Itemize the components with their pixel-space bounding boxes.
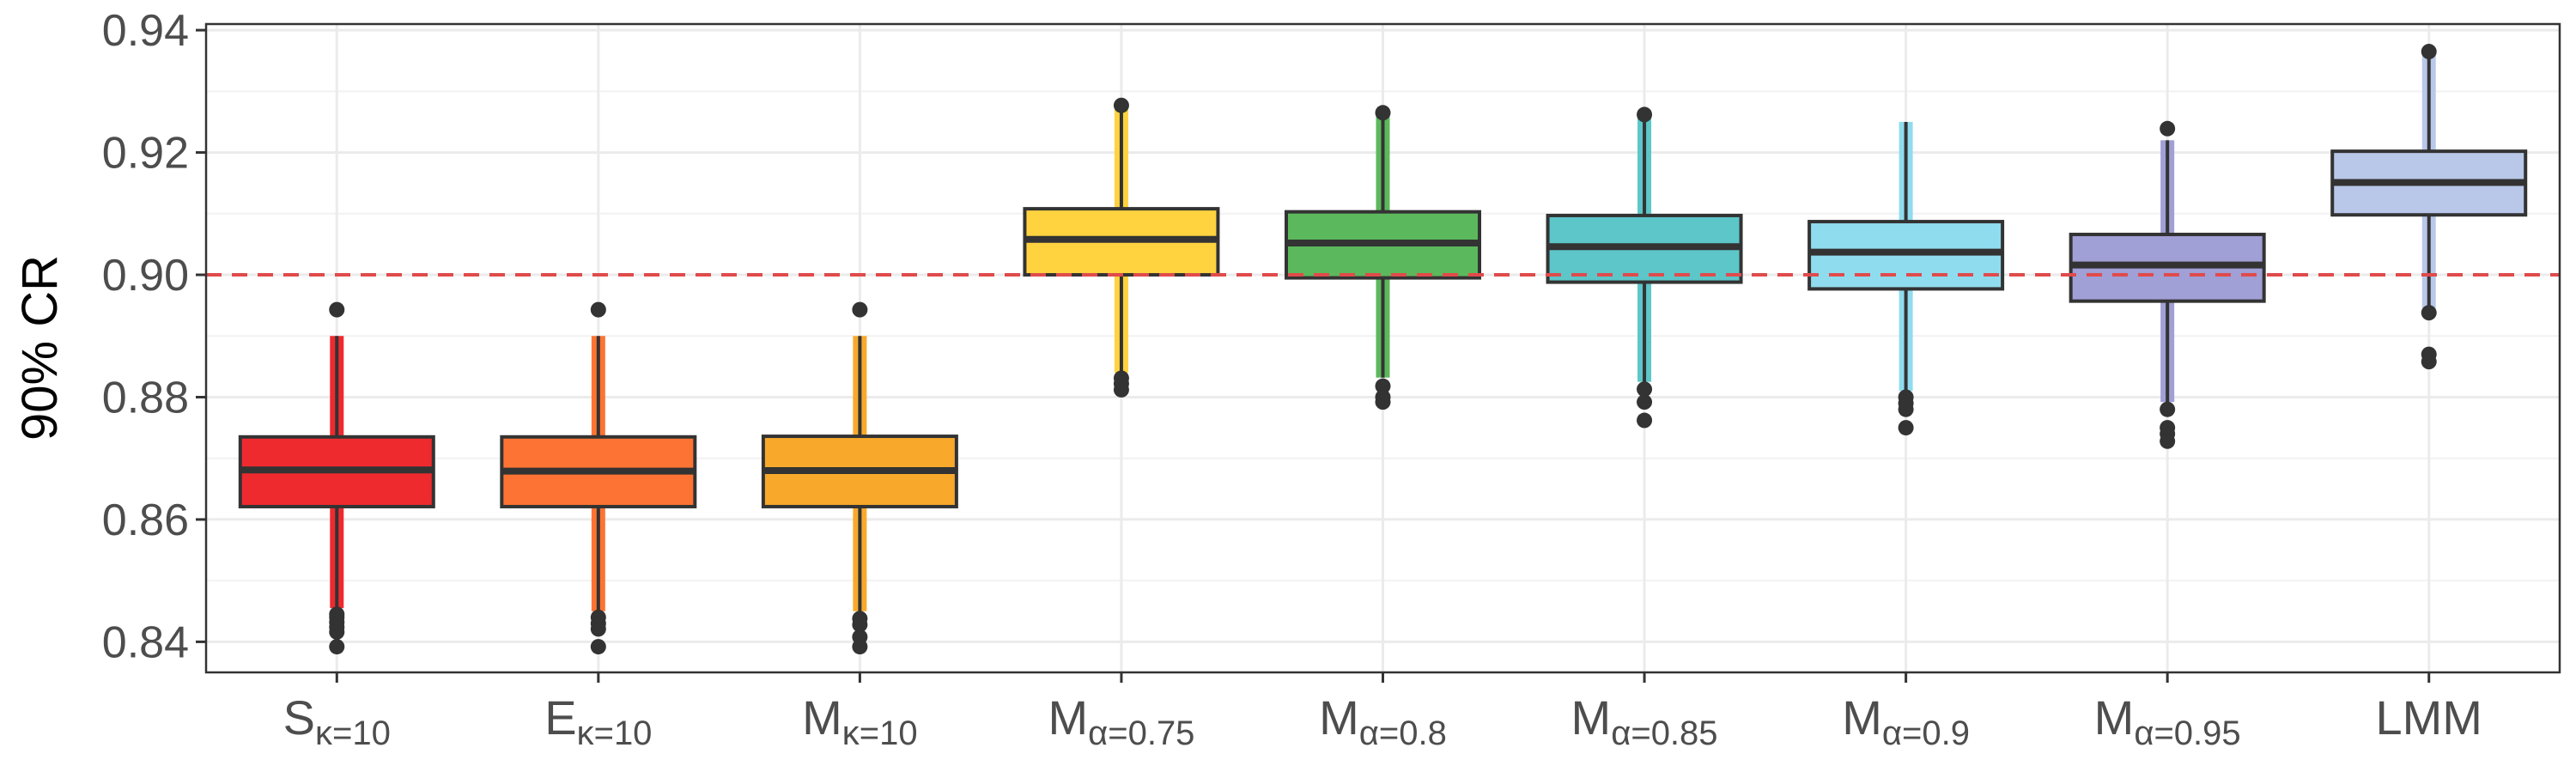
y-tick-label: 0.92 — [102, 129, 189, 179]
y-axis-title: 90% CR — [12, 255, 68, 441]
outlier-point — [2160, 433, 2176, 449]
box-group — [1546, 106, 1743, 429]
outlier-point — [852, 301, 868, 318]
x-tick-label-subscript: κ=10 — [315, 714, 391, 752]
x-tick-label-base: M — [1319, 690, 1359, 745]
outlier-point — [1637, 106, 1653, 123]
x-tick-label: Mα=0.85 — [1571, 690, 1718, 752]
outlier-point — [1898, 401, 1914, 417]
outlier-point — [329, 639, 345, 655]
outlier-point — [852, 639, 868, 655]
x-tick-label-base: LMM — [2375, 690, 2482, 745]
x-tick-label-base: M — [1048, 690, 1088, 745]
x-tick-label-subscript: α=0.85 — [1611, 714, 1717, 752]
x-tick-label-subscript: α=0.75 — [1088, 714, 1194, 752]
y-tick-label: 0.86 — [102, 495, 189, 545]
box-group — [238, 301, 435, 655]
x-axis: Sκ=10 Eκ=10 Mκ=10 Mα=0.75 Mα=0.8 Mα=0.85 Mα=0.… — [283, 672, 2482, 752]
box-group — [1807, 121, 2005, 436]
box-group — [761, 301, 958, 655]
x-tick-label: Mκ=10 — [802, 690, 918, 752]
x-tick-label-subscript: α=0.9 — [1882, 714, 1970, 752]
outlier-point — [329, 623, 345, 640]
outlier-point — [1375, 105, 1391, 121]
x-tick-label-subscript: α=0.8 — [1359, 714, 1447, 752]
box-group — [1023, 97, 1220, 398]
outlier-point — [1637, 412, 1653, 429]
box-group — [2069, 120, 2266, 449]
x-tick-label: Mα=0.8 — [1319, 690, 1447, 752]
outlier-point — [1375, 394, 1391, 410]
x-tick-label: Mα=0.75 — [1048, 690, 1194, 752]
outlier-point — [590, 301, 606, 318]
box-group — [500, 301, 697, 655]
outlier-point — [1113, 381, 1129, 398]
box-group — [1285, 105, 1481, 410]
outlier-point — [2421, 44, 2437, 60]
outlier-point — [2421, 305, 2437, 321]
x-tick-label-base: S — [283, 690, 315, 745]
y-tick-label: 0.90 — [102, 251, 189, 301]
outlier-point — [1375, 378, 1391, 394]
outlier-point — [1637, 394, 1653, 410]
x-tick-label: Mα=0.9 — [1842, 690, 1970, 752]
x-tick-label-base: M — [802, 690, 842, 745]
outlier-point — [329, 301, 345, 318]
x-tick-label-base: M — [1571, 690, 1612, 745]
x-tick-label-base: E — [544, 690, 576, 745]
box-series — [238, 44, 2528, 655]
x-tick-label-base: M — [2094, 690, 2135, 745]
x-tick-label: LMM — [2375, 690, 2482, 745]
outlier-point — [590, 621, 606, 637]
x-tick-label-subscript: κ=10 — [842, 714, 918, 752]
y-axis: 0.84 0.86 0.88 0.90 0.92 0.94 — [102, 6, 206, 667]
x-tick-label: Mα=0.95 — [2094, 690, 2241, 752]
outlier-point — [2421, 354, 2437, 370]
y-tick-label: 0.94 — [102, 6, 189, 56]
x-tick-label-base: M — [1842, 690, 1882, 745]
x-tick-label: Sκ=10 — [283, 690, 391, 752]
outlier-point — [1113, 97, 1129, 113]
y-tick-label: 0.84 — [102, 617, 189, 667]
x-tick-label-subscript: κ=10 — [577, 714, 653, 752]
outlier-point — [1637, 381, 1653, 398]
y-tick-label: 0.88 — [102, 373, 189, 422]
outlier-point — [2160, 120, 2176, 137]
outlier-point — [852, 617, 868, 633]
x-tick-label: Eκ=10 — [544, 690, 652, 752]
outlier-point — [1898, 420, 1914, 436]
outlier-point — [2160, 401, 2176, 417]
x-tick-label-subscript: α=0.95 — [2134, 714, 2240, 752]
box-group — [2330, 44, 2528, 370]
outlier-point — [590, 639, 606, 655]
